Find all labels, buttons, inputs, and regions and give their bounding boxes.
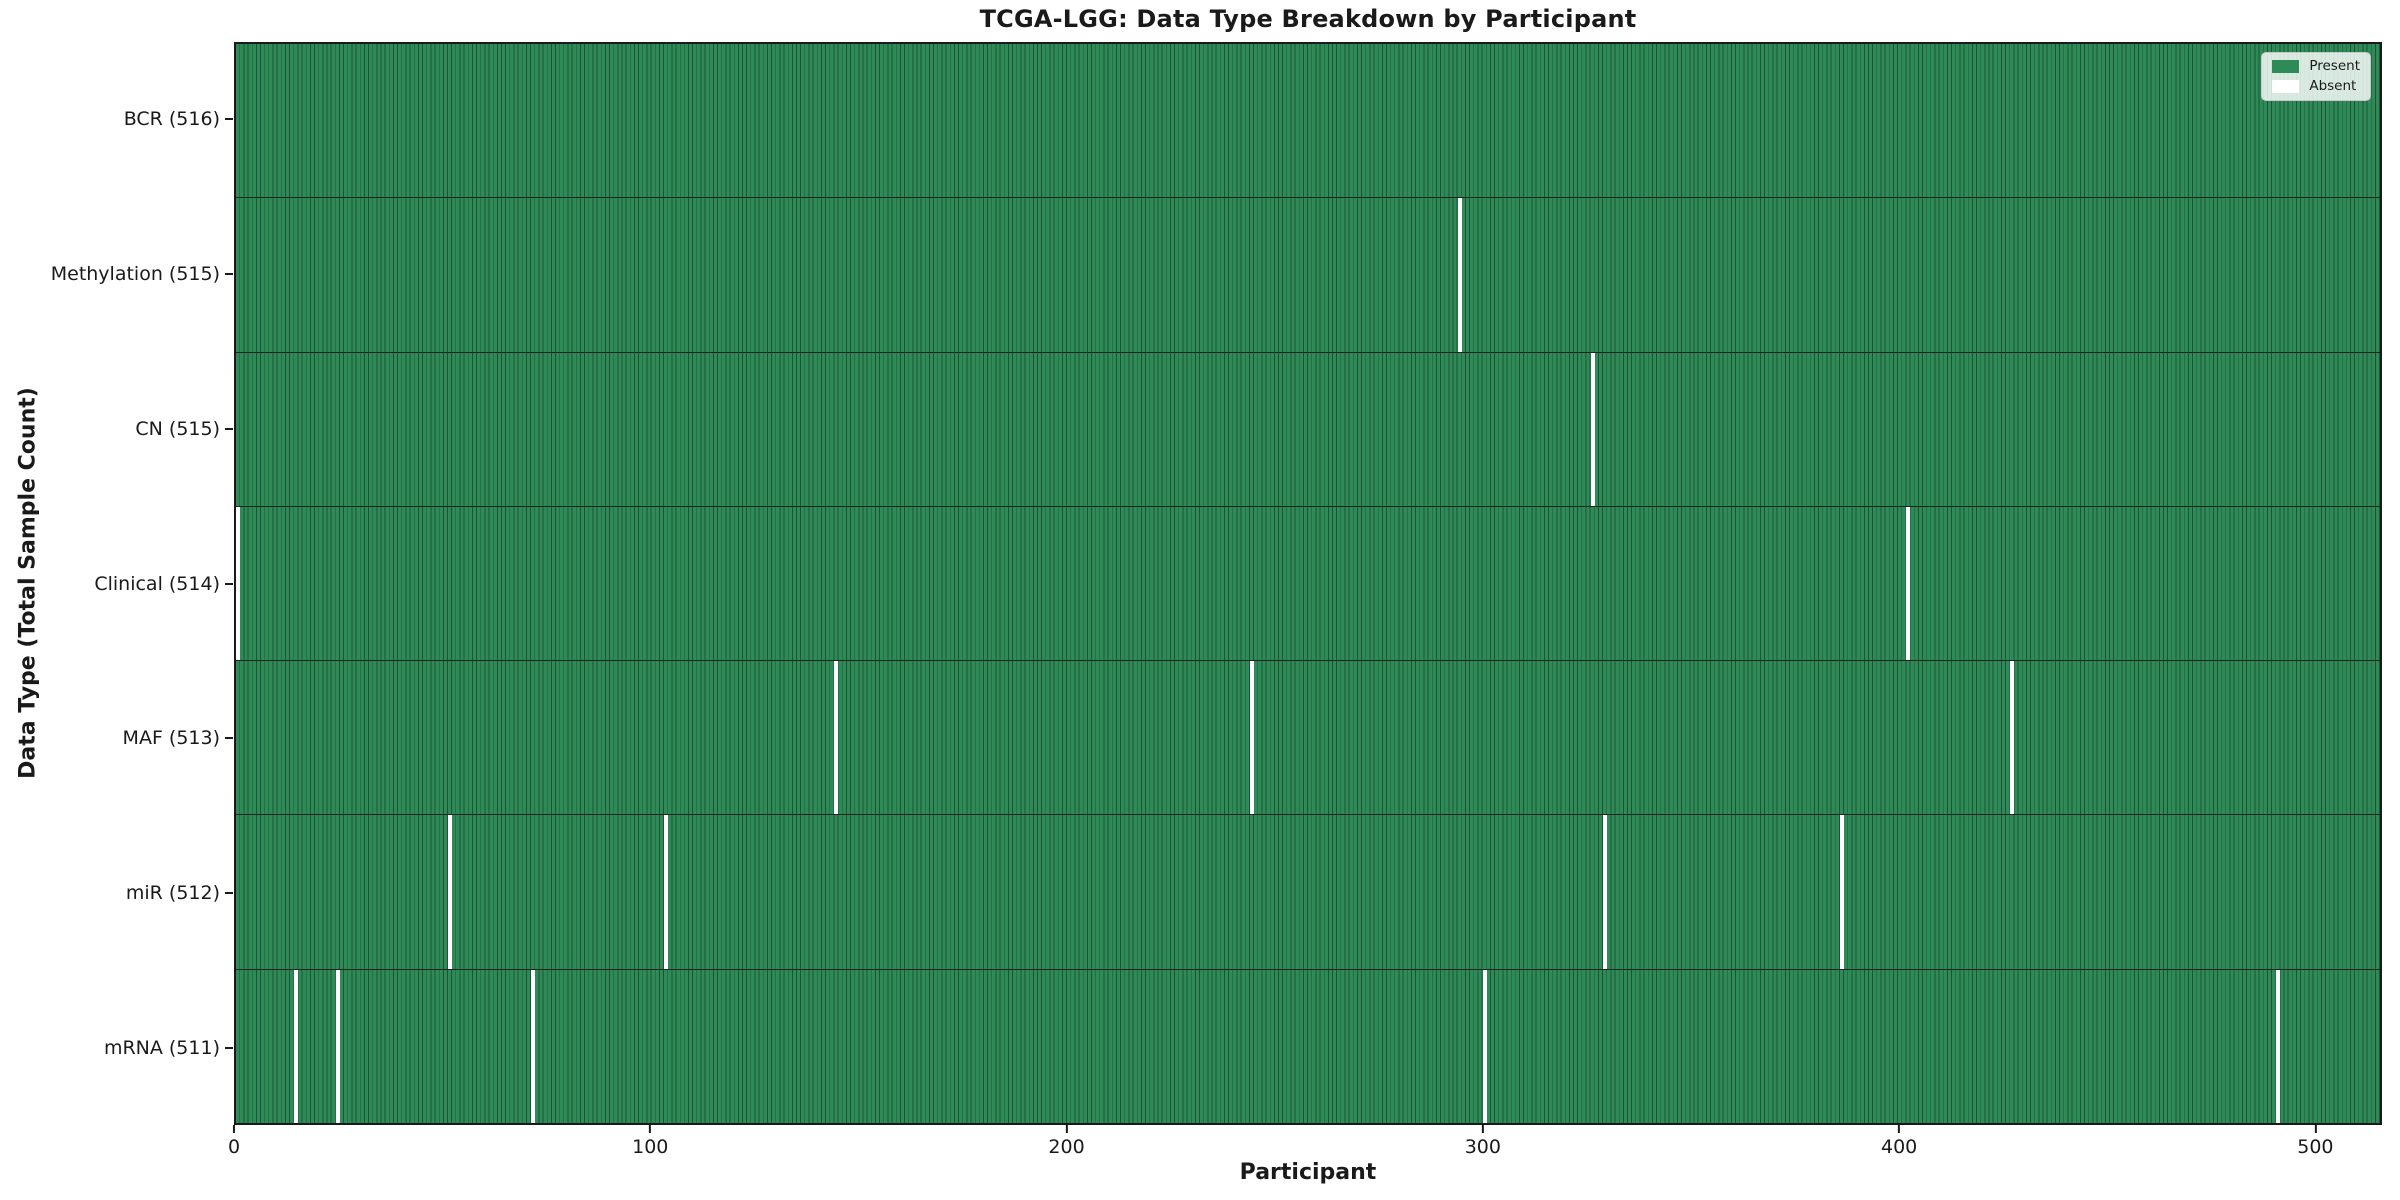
y-tick-label: BCR (516) xyxy=(123,108,220,131)
x-tick-mark xyxy=(649,1125,652,1133)
heatmap-row-MAF xyxy=(236,660,2380,815)
y-tick-mark xyxy=(225,273,233,276)
x-tick-mark xyxy=(1481,1125,1484,1133)
y-tick-Clinical: Clinical (514) xyxy=(94,573,233,595)
heatmap-row-CN xyxy=(236,351,2380,506)
heatmap-row-miR xyxy=(236,814,2380,969)
x-axis-ticks: 0 100 200 300 400 500 xyxy=(228,1125,2382,1165)
x-tick-200: 200 xyxy=(1048,1125,1085,1158)
y-tick-label: Methylation (515) xyxy=(50,263,220,286)
x-axis-label: Participant xyxy=(1239,1160,1377,1185)
heatmap-row-Clinical xyxy=(236,505,2380,661)
absent-marker xyxy=(834,661,839,815)
y-tick-label: mRNA (511) xyxy=(103,1036,220,1059)
y-axis-ticks: BCR (516) Methylation (515) CN (515) Clinic… xyxy=(0,42,233,1125)
y-tick-mRNA: mRNA (511) xyxy=(104,1037,233,1059)
absent-marker xyxy=(663,815,669,969)
absent-marker xyxy=(1482,969,1487,1123)
x-tick-0: 0 xyxy=(228,1125,240,1158)
x-tick-100: 100 xyxy=(632,1125,668,1158)
x-tick-300: 300 xyxy=(1465,1125,1501,1158)
absent-marker xyxy=(236,506,241,661)
x-tick-400: 400 xyxy=(1881,1125,1917,1158)
y-tick-mark xyxy=(225,118,233,121)
x-tick-label: 200 xyxy=(1048,1136,1085,1158)
absent-marker xyxy=(2276,969,2281,1123)
x-tick-label: 0 xyxy=(227,1136,241,1158)
y-tick-BCR: BCR (516) xyxy=(124,108,233,130)
legend-label-absent: Absent xyxy=(2309,77,2357,94)
heatmap-row-Methylation xyxy=(236,197,2380,352)
y-tick-label: miR (512) xyxy=(125,881,220,904)
x-tick-label: 400 xyxy=(1880,1136,1918,1158)
x-tick-mark xyxy=(2314,1125,2317,1133)
y-tick-Methylation: Methylation (515) xyxy=(51,263,233,285)
x-tick-mark xyxy=(233,1125,235,1133)
x-tick-label: 300 xyxy=(1464,1136,1501,1158)
absent-marker xyxy=(1590,352,1595,506)
absent-marker xyxy=(1603,815,1608,969)
absent-marker xyxy=(2010,661,2015,815)
x-tick-500: 500 xyxy=(2297,1125,2334,1158)
legend: Present Absent xyxy=(2261,52,2371,101)
y-tick-mark xyxy=(225,1046,233,1049)
legend-entry-present: Present xyxy=(2272,58,2360,74)
present-swatch xyxy=(2272,60,2300,74)
absent-marker xyxy=(1906,506,1911,661)
y-tick-mark xyxy=(225,891,233,894)
absent-marker xyxy=(447,815,453,969)
y-tick-mark xyxy=(225,582,233,585)
y-tick-label: MAF (513) xyxy=(122,727,220,750)
y-tick-label: Clinical (514) xyxy=(94,572,220,595)
x-tick-mark xyxy=(1065,1125,1068,1133)
absent-swatch xyxy=(2272,79,2300,93)
y-tick-miR: miR (512) xyxy=(126,882,233,904)
chart-title: TCGA-LGG: Data Type Breakdown by Partici… xyxy=(979,5,1637,33)
absent-marker xyxy=(294,969,299,1123)
absent-marker xyxy=(1839,815,1844,969)
absent-marker xyxy=(531,969,536,1123)
y-tick-label: CN (515) xyxy=(135,417,220,440)
absent-marker xyxy=(335,969,340,1123)
absent-marker xyxy=(1457,198,1462,352)
absent-marker xyxy=(1249,661,1254,815)
y-tick-mark xyxy=(225,427,233,430)
y-tick-mark xyxy=(225,737,233,740)
legend-entry-absent: Absent xyxy=(2272,77,2360,94)
x-tick-label: 100 xyxy=(632,1136,669,1158)
y-tick-CN: CN (515) xyxy=(135,418,233,440)
x-tick-mark xyxy=(1898,1125,1901,1133)
plot-area: Present Absent xyxy=(234,42,2382,1125)
heatmap-row-mRNA xyxy=(236,968,2380,1123)
x-tick-label: 500 xyxy=(2297,1136,2334,1158)
heatmap-row-BCR xyxy=(236,44,2380,198)
legend-label-present: Present xyxy=(2309,58,2360,74)
y-tick-MAF: MAF (513) xyxy=(123,727,233,749)
